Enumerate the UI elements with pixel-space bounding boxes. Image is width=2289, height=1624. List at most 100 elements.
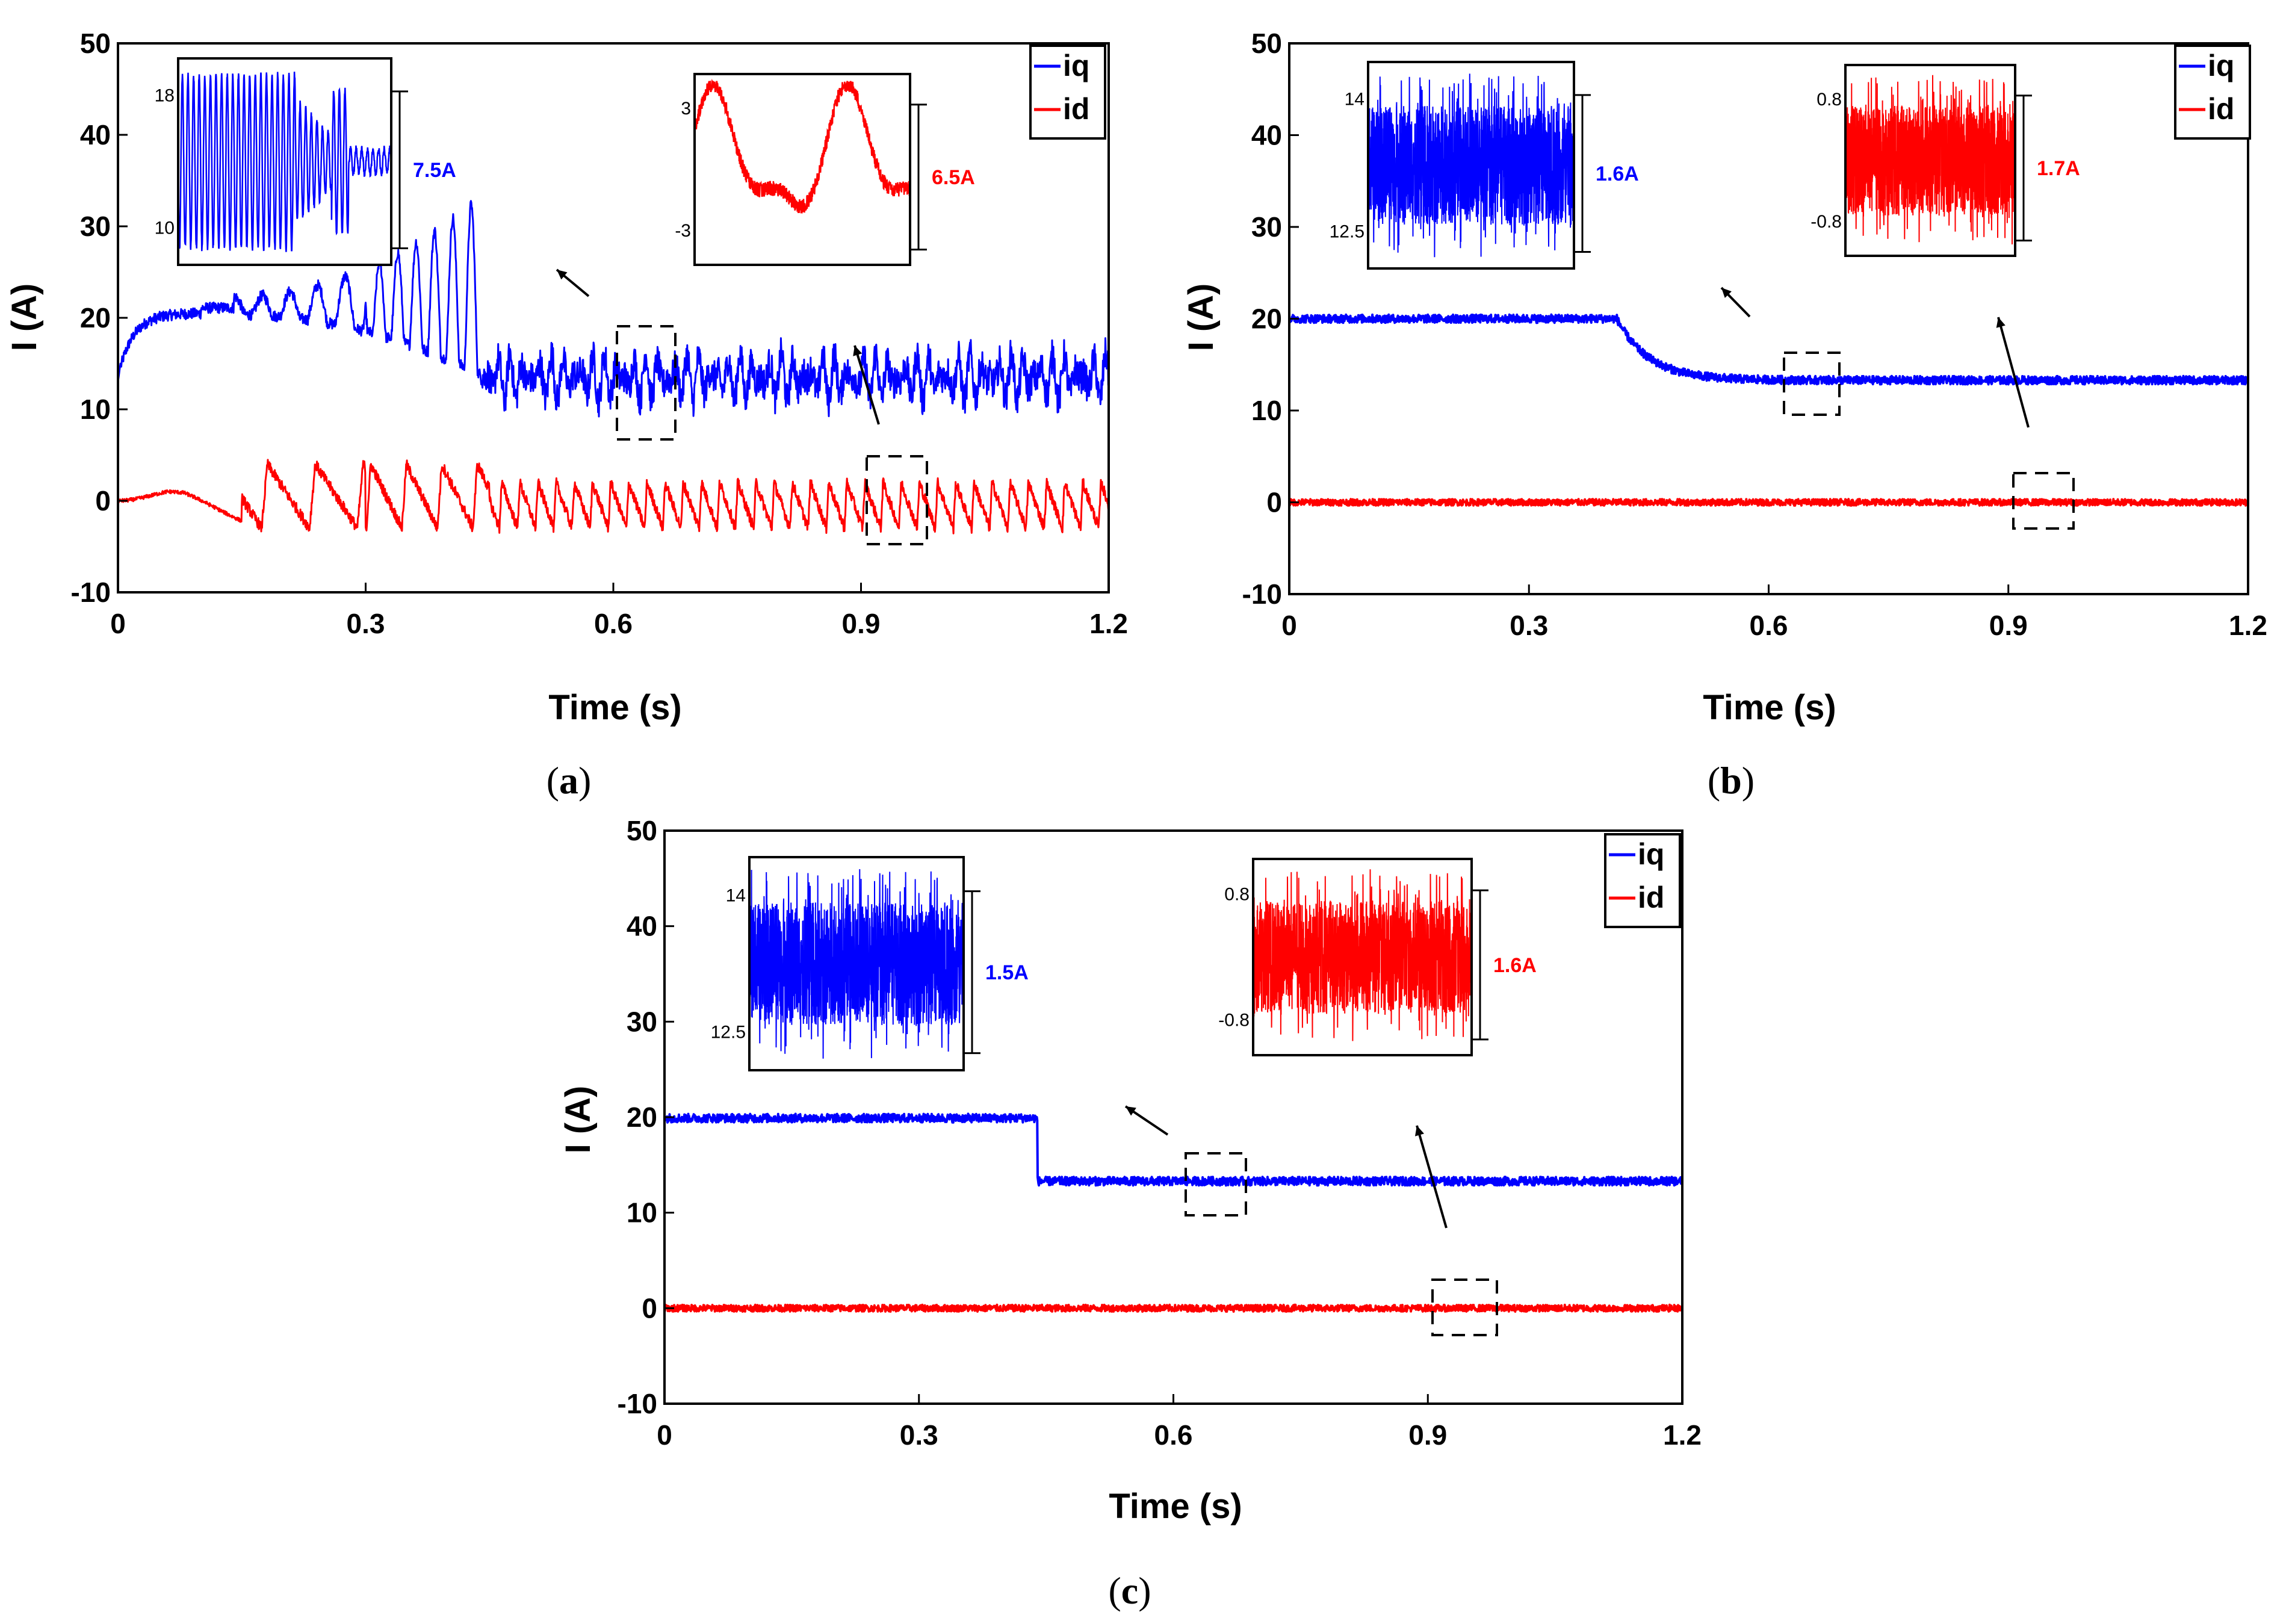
amplitude-label: 7.5A <box>413 159 456 182</box>
zoom-region-box <box>1185 1152 1247 1216</box>
inset-iq: 14 12.5 1.5A <box>711 856 1029 1071</box>
caption-paren: ) <box>1138 1569 1151 1612</box>
y-tick-label: 50 <box>1251 28 1282 59</box>
x-tick-label: 0 <box>110 608 126 639</box>
y-tick-label: 50 <box>627 815 657 846</box>
amplitude-label: 1.6A <box>1493 954 1537 977</box>
inset-signal <box>177 72 392 252</box>
inset-y-tick-label: 18 <box>155 86 175 106</box>
y-tick-label: 10 <box>1251 395 1282 426</box>
inset-y-tick-label: 0.8 <box>1224 885 1250 905</box>
inset-frame <box>1844 64 2016 257</box>
series-iq-line <box>1288 313 2249 386</box>
x-tick-label: 0.9 <box>1408 1419 1447 1451</box>
x-tick-label: 0.6 <box>1750 610 1788 641</box>
amplitude-label: 6.5A <box>932 166 975 189</box>
legend: iq id <box>2174 45 2251 140</box>
y-tick-label: -10 <box>71 577 111 608</box>
y-tick-label: 20 <box>627 1102 657 1133</box>
inset-frame <box>748 856 965 1071</box>
x-tick-label: 0.9 <box>1989 610 2028 641</box>
zoom-region-box <box>616 325 677 441</box>
amplitude-label: 1.7A <box>2037 157 2080 180</box>
caption-paren: ( <box>547 759 559 802</box>
legend-label-iq: iq <box>1638 837 1664 871</box>
zoom-arrow-head <box>1126 1106 1136 1116</box>
y-tick-label: -10 <box>618 1388 657 1419</box>
zoom-arrow-head <box>853 346 863 356</box>
y-tick-label: -10 <box>1242 578 1282 610</box>
x-tick-label: 0.3 <box>347 608 385 639</box>
zoom-arrow <box>853 345 880 425</box>
legend-label-id: id <box>1638 881 1664 914</box>
y-tick-label: 20 <box>1251 303 1282 335</box>
series-id-line <box>663 1303 1683 1313</box>
zoom-arrow-head <box>1996 317 2006 328</box>
amplitude-label: 1.5A <box>985 961 1029 984</box>
inset-id: 0.8 -0.8 1.6A <box>1218 858 1537 1056</box>
caption-paren: ) <box>578 759 591 802</box>
y-tick-label: 10 <box>627 1197 657 1229</box>
inset-y-tick-label: 10 <box>155 218 175 238</box>
y-axis-title: I (A) <box>1182 284 1221 352</box>
inset-id: 0.8 -0.8 1.7A <box>1810 64 2080 257</box>
inset-signal <box>1253 869 1472 1041</box>
zoom-region-box <box>2012 472 2075 530</box>
inset-y-tick-label: 14 <box>726 886 746 906</box>
zoom-arrow-head <box>1721 288 1732 299</box>
y-axis-title: I (A) <box>5 284 44 352</box>
y-tick-label: 10 <box>80 394 111 425</box>
inset-y-tick-label: -0.8 <box>1810 212 1842 232</box>
y-tick-label: 30 <box>1251 211 1282 243</box>
zoom-arrow-head <box>1414 1126 1425 1136</box>
inset-y-tick-label: 3 <box>681 99 691 119</box>
y-tick-label: 0 <box>1266 487 1282 518</box>
inset-iq: 18 10 7.5A <box>155 57 456 266</box>
y-tick-label: 20 <box>80 302 111 333</box>
zoom-arrow <box>1997 317 2030 428</box>
series-iq-line <box>117 200 1110 418</box>
x-tick-label: 1.2 <box>1663 1419 1702 1451</box>
x-tick-label: 0.3 <box>1510 610 1548 641</box>
caption-letter: b <box>1720 759 1742 802</box>
inset-frame <box>1367 61 1575 270</box>
legend: iq id <box>1029 45 1106 140</box>
legend-box <box>2174 45 2251 140</box>
zoom-region-box <box>1783 352 1841 416</box>
inset-signal <box>693 78 911 214</box>
zoom-region-box <box>866 455 928 545</box>
inset-frame <box>177 57 392 266</box>
series-id-line <box>1288 498 2249 507</box>
inset-iq: 14 12.5 1.6A <box>1330 61 1639 270</box>
inset-frame <box>693 73 911 266</box>
x-axis-title: Time (s) <box>1109 1487 1242 1526</box>
x-tick-label: 0.6 <box>1154 1419 1193 1451</box>
caption-paren: ( <box>1108 1569 1121 1612</box>
legend: iq id <box>1604 833 1681 928</box>
caption-paren: ( <box>1708 759 1720 802</box>
inset-y-tick-label: 14 <box>1345 90 1364 110</box>
x-tick-label: 0 <box>657 1419 672 1451</box>
panel-caption: (b) <box>1708 759 1755 802</box>
y-tick-label: 40 <box>1251 120 1282 151</box>
inset-frame <box>1252 858 1473 1056</box>
zoom-arrow <box>1416 1125 1448 1229</box>
inset-y-tick-label: -3 <box>675 221 691 241</box>
x-tick-label: 0.6 <box>594 608 633 639</box>
inset-id: 3 -3 6.5A <box>675 73 975 266</box>
amplitude-label: 1.6A <box>1596 163 1639 185</box>
series-id-line <box>117 459 1110 535</box>
inset-signal <box>1368 73 1575 258</box>
series-iq-line <box>663 1112 1683 1187</box>
x-tick-label: 1.2 <box>1089 608 1128 639</box>
y-tick-label: 40 <box>627 911 657 942</box>
inset-y-tick-label: 0.8 <box>1817 90 1842 110</box>
x-tick-label: 0.9 <box>842 608 881 639</box>
x-axis-title: Time (s) <box>1703 688 1836 727</box>
zoom-region-box <box>1431 1278 1498 1336</box>
legend-label-id: id <box>1063 92 1089 126</box>
x-tick-label: 1.2 <box>2229 610 2267 641</box>
